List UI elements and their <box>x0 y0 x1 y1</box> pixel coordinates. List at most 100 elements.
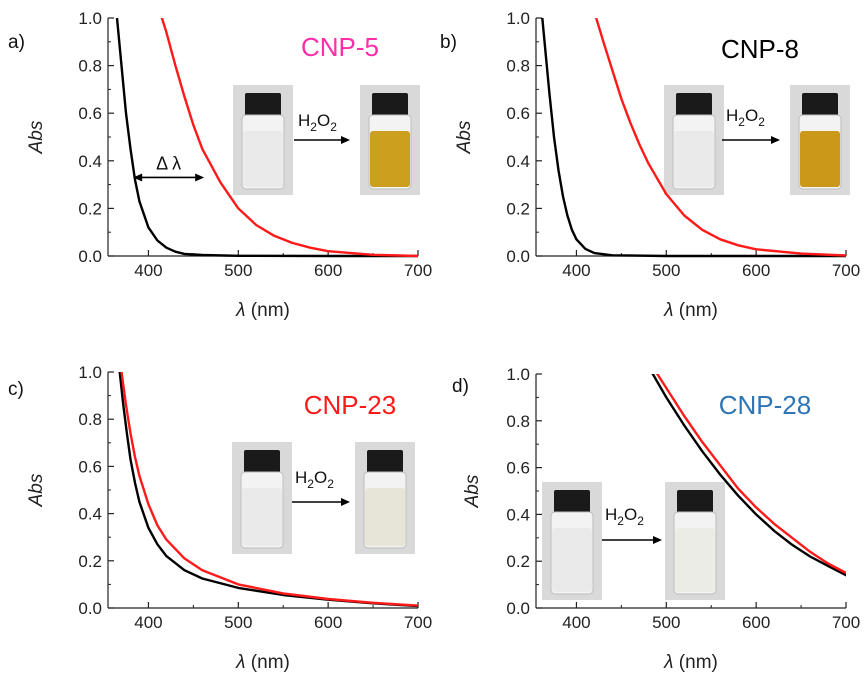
y-tick-label: 0.8 <box>78 57 102 76</box>
y-tick-label: 0.8 <box>78 410 102 429</box>
vial-after <box>360 85 420 195</box>
y-tick-label: 1.0 <box>78 9 102 28</box>
delta-lambda-label: Δ λ <box>156 153 181 173</box>
chart-title: CNP-5 <box>301 32 379 62</box>
x-tick-label: 700 <box>832 261 860 280</box>
vial-after-liquid <box>800 131 840 187</box>
reagent-label: H2O2 <box>726 106 765 129</box>
delta-lambda-arrowhead-left <box>133 173 143 182</box>
vial-after-cap <box>367 450 403 474</box>
vial-after <box>355 442 415 554</box>
y-tick-label: 0.0 <box>78 599 102 618</box>
vial-after-liquid <box>675 528 715 592</box>
y-tick-label: 0.6 <box>78 104 102 123</box>
series-line-after <box>160 18 418 258</box>
series-line-before <box>651 374 846 577</box>
x-tick-label: 600 <box>314 613 342 632</box>
reagent-label: H2O2 <box>605 505 644 528</box>
y-tick-label: 0.6 <box>506 104 530 123</box>
y-tick-label: 0.6 <box>506 459 530 478</box>
vial-before-liquid <box>242 488 282 546</box>
y-tick-label: 1.0 <box>506 9 530 28</box>
panel-c: H2O2 0.0 0.2 0.4 0.6 0.8 1.0 400 500 600 700 λ (nm)… <box>8 363 432 673</box>
series-line-after <box>595 18 846 257</box>
vial-before-cap <box>245 93 281 117</box>
x-axis-label: λ (nm) <box>235 300 290 321</box>
y-tick-label: 0.2 <box>78 552 102 571</box>
y-axis-label: Abs <box>454 120 475 154</box>
vial-after-liquid <box>365 488 405 546</box>
panel-d: H2O2 0.0 0.2 0.4 0.6 0.8 1.0 400 500 600 700 λ (nm)… <box>452 365 860 673</box>
series-line-before <box>541 18 846 258</box>
x-axis-label: λ (nm) <box>663 652 718 673</box>
y-tick-label: 0.0 <box>506 599 530 618</box>
vial-after-cap <box>372 93 408 117</box>
vial-before <box>232 442 292 554</box>
x-tick-label: 600 <box>742 613 770 632</box>
vial-before-cap <box>554 490 590 514</box>
x-tick-label: 700 <box>404 613 432 632</box>
x-axis-label: λ (nm) <box>235 652 290 673</box>
x-tick-label: 500 <box>652 261 680 280</box>
x-tick-label: 400 <box>134 261 162 280</box>
vial-after-liquid <box>370 131 410 187</box>
vial-after-cap <box>677 490 713 514</box>
delta-lambda-arrowhead-right <box>195 173 205 182</box>
y-tick-label: 0.2 <box>506 199 530 218</box>
y-tick-label: 0.2 <box>506 552 530 571</box>
vial-after <box>665 482 725 600</box>
y-axis-label: Abs <box>26 473 47 507</box>
vial-before-cap <box>244 450 280 474</box>
vial-before <box>542 482 602 600</box>
panel-label: a) <box>8 32 25 53</box>
chart-title: CNP-28 <box>719 390 811 420</box>
x-tick-label: 700 <box>404 261 432 280</box>
x-axis-label: λ (nm) <box>663 300 718 321</box>
panel-label: c) <box>8 379 24 400</box>
x-tick-label: 400 <box>562 613 590 632</box>
y-tick-label: 0.4 <box>78 505 102 524</box>
x-tick-label: 400 <box>562 261 590 280</box>
panel-a: H2O2 0.0 0.2 0.4 0.6 0.8 1.0 400 500 600 700 λ (nm)… <box>8 9 432 321</box>
y-tick-label: 1.0 <box>506 365 530 384</box>
reaction-arrow-head <box>341 136 350 144</box>
panel-label: d) <box>452 376 469 397</box>
chart-title: CNP-8 <box>721 34 799 64</box>
y-tick-label: 0.4 <box>506 152 530 171</box>
reaction-arrow-head <box>341 498 350 506</box>
vial-after <box>790 85 850 195</box>
chart-title: CNP-23 <box>304 390 396 420</box>
vial-before <box>233 85 293 195</box>
reaction-arrow-head <box>653 536 662 544</box>
vial-before-cap <box>676 93 712 117</box>
x-tick-label: 600 <box>742 261 770 280</box>
y-tick-label: 0.0 <box>506 247 530 266</box>
x-tick-label: 500 <box>224 261 252 280</box>
series-line-after <box>120 372 418 607</box>
y-axis-label: Abs <box>462 474 483 508</box>
y-tick-label: 0.2 <box>78 199 102 218</box>
y-tick-label: 0.4 <box>506 505 530 524</box>
y-tick-label: 0.6 <box>78 457 102 476</box>
panel-b: H2O2 0.0 0.2 0.4 0.6 0.8 1.0 400 500 600 700 λ (nm)… <box>440 9 860 321</box>
reagent-label: H2O2 <box>298 111 337 134</box>
y-tick-label: 0.8 <box>506 412 530 431</box>
vial-before-liquid <box>552 528 592 592</box>
x-tick-label: 400 <box>134 613 162 632</box>
x-tick-label: 500 <box>224 613 252 632</box>
series-line-before <box>115 18 418 258</box>
y-tick-label: 0.0 <box>78 247 102 266</box>
reaction-arrow-head <box>771 136 780 144</box>
reagent-label: H2O2 <box>295 468 334 491</box>
vial-before <box>664 85 724 195</box>
series-line-after <box>656 374 846 575</box>
y-tick-label: 0.8 <box>506 57 530 76</box>
panel-label: b) <box>440 32 457 53</box>
y-axis-label: Abs <box>26 120 47 154</box>
vial-after-cap <box>802 93 838 117</box>
x-tick-label: 700 <box>832 613 860 632</box>
vial-before-liquid <box>674 131 714 187</box>
y-tick-label: 1.0 <box>78 363 102 382</box>
x-tick-label: 600 <box>314 261 342 280</box>
